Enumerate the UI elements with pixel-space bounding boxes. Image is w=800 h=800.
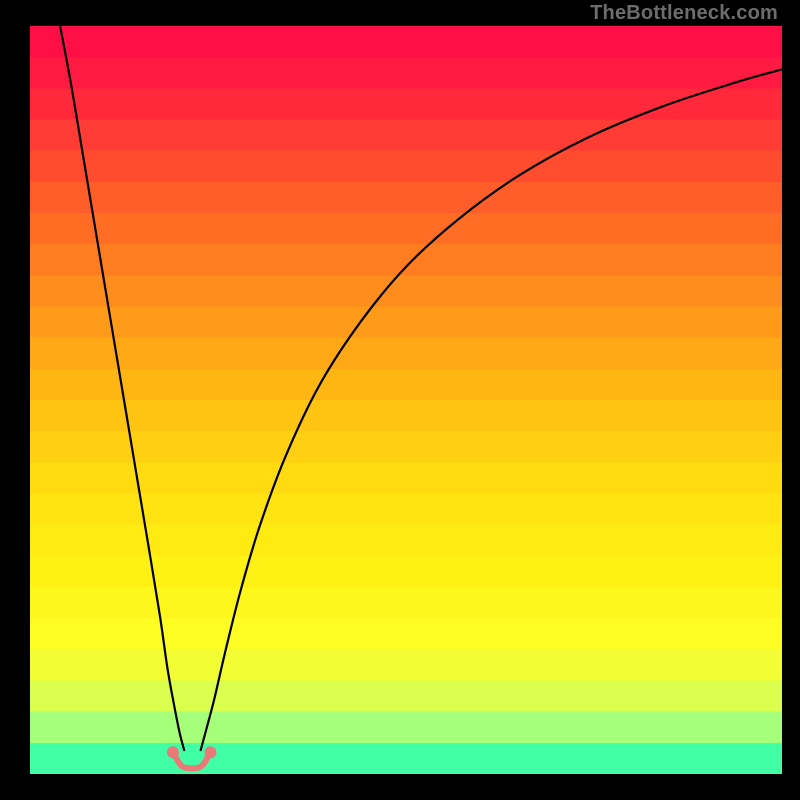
curve-layer bbox=[30, 26, 782, 774]
valley-bump-marker bbox=[167, 746, 179, 758]
plot-area bbox=[30, 26, 782, 774]
valley-bump-marker bbox=[204, 746, 216, 758]
watermark-text: TheBottleneck.com bbox=[590, 2, 778, 25]
curve-right-branch bbox=[201, 69, 782, 750]
curve-left-branch bbox=[60, 26, 184, 750]
valley-bump bbox=[173, 752, 211, 768]
